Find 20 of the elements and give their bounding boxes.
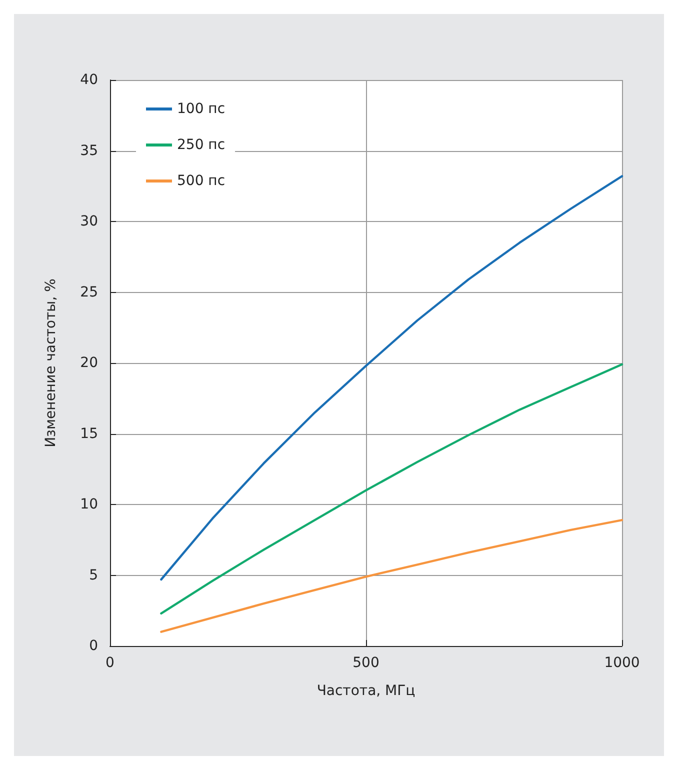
x-axis-title: Частота, МГц — [316, 683, 416, 699]
line-series — [160, 363, 624, 615]
x-tick-label: 0 — [106, 655, 114, 671]
y-tick-label: 15 — [80, 426, 98, 442]
legend-label: 500 пс — [177, 173, 226, 189]
y-tick-label: 5 — [89, 567, 98, 584]
y-tick-label: 10 — [80, 496, 98, 512]
y-tick-label: 30 — [80, 214, 98, 230]
line-series — [160, 175, 624, 581]
legend-label: 250 пс — [177, 137, 226, 153]
line-series — [160, 518, 624, 633]
y-tick-label: 25 — [80, 284, 98, 300]
legend-label: 100 пс — [177, 101, 226, 117]
y-tick-label: 40 — [80, 72, 98, 88]
x-tick-label: 1000 — [604, 655, 640, 671]
x-tick-label: 500 — [352, 655, 380, 671]
y-axis-title: Изменение частоты, % — [43, 278, 59, 448]
y-tick-label: 20 — [80, 355, 98, 371]
y-tick-label: 35 — [80, 142, 98, 159]
y-tick-label: 0 — [89, 638, 98, 654]
